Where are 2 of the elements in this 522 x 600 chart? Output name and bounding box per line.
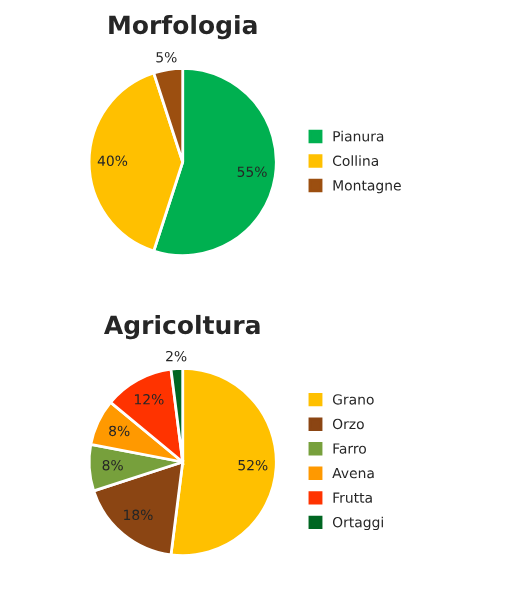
chart-title: Agricoltura bbox=[103, 314, 260, 340]
chart-title: Morfologia bbox=[109, 14, 257, 40]
